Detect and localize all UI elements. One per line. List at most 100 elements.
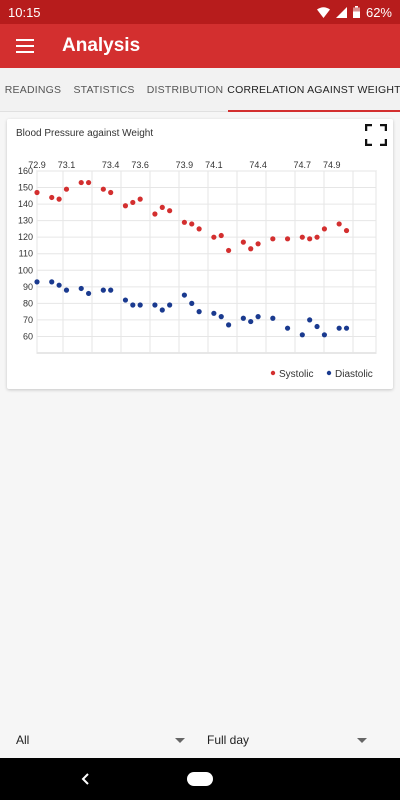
diastolic-point xyxy=(226,322,232,328)
systolic-point xyxy=(189,221,195,227)
diastolic-point xyxy=(130,302,136,308)
diastolic-point xyxy=(196,309,202,315)
systolic-point xyxy=(307,236,313,242)
systolic-point xyxy=(34,189,40,196)
legend-label-systolic: Systolic xyxy=(279,369,313,380)
systolic-point xyxy=(343,227,350,234)
systolic-point xyxy=(167,208,173,214)
diastolic-point xyxy=(307,317,313,323)
systolic-point xyxy=(100,186,106,192)
x-tick-label: 74.1 xyxy=(205,160,223,170)
systolic-point xyxy=(122,203,129,209)
systolic-point xyxy=(137,196,143,202)
systolic-point xyxy=(49,194,55,201)
systolic-point xyxy=(159,204,165,210)
x-tick-label: 72.9 xyxy=(28,160,46,170)
page-title: Analysis xyxy=(62,35,141,56)
systolic-point xyxy=(130,199,136,206)
diastolic-point xyxy=(85,290,92,297)
diastolic-point xyxy=(63,287,70,293)
systolic-point xyxy=(248,246,254,252)
plot-frame xyxy=(36,170,377,354)
diastolic-point xyxy=(336,325,342,331)
diastolic-point xyxy=(108,287,114,293)
diastolic-point xyxy=(78,285,84,292)
y-tick-label: 160 xyxy=(18,166,33,176)
systolic-point xyxy=(63,186,70,192)
diastolic-point xyxy=(248,318,254,325)
legend-marker-systolic xyxy=(270,370,276,376)
y-tick-label: 80 xyxy=(23,298,33,308)
diastolic-point xyxy=(137,302,143,308)
tab-bar: READINGS STATISTICS DISTRIBUTION CORRELA… xyxy=(0,68,400,112)
diastolic-point xyxy=(152,302,158,308)
systolic-point xyxy=(336,221,342,227)
y-tick-label: 90 xyxy=(23,282,33,292)
scatter-chart: 72.9 73.1 73.4 73.6 73.9 74.1 74.4 74.7 74.9 160 1… xyxy=(18,160,377,380)
tab-correlation-against-weight[interactable]: CORRELATION AGAINST WEIGHT xyxy=(227,68,400,112)
x-tick-label: 73.6 xyxy=(131,160,149,170)
diastolic-point xyxy=(122,297,129,303)
signal-icon xyxy=(335,6,347,18)
systolic-point xyxy=(226,247,232,254)
systolic-point xyxy=(181,219,187,225)
diastolic-point xyxy=(159,307,165,313)
systolic-point xyxy=(218,232,224,239)
tab-statistics[interactable]: STATISTICS xyxy=(73,83,135,96)
diastolic-point xyxy=(34,279,40,285)
time-of-day-select[interactable]: Full day xyxy=(191,722,400,758)
battery-level: 62% xyxy=(365,4,392,20)
diastolic-point xyxy=(211,310,217,316)
systolic-point xyxy=(152,211,158,217)
home-button[interactable] xyxy=(187,772,213,786)
y-tick-label: 100 xyxy=(18,265,33,275)
menu-button[interactable] xyxy=(0,24,50,68)
x-tick-label: 74.4 xyxy=(249,160,267,170)
diastolic-point xyxy=(255,314,261,320)
period-select[interactable]: All xyxy=(0,722,191,758)
diastolic-point xyxy=(56,282,62,288)
x-tick-label: 73.1 xyxy=(58,160,76,170)
diastolic-point xyxy=(49,279,55,285)
status-bar: 10:15 62% xyxy=(0,0,400,24)
y-tick-label: 120 xyxy=(18,232,33,242)
systolic-point xyxy=(56,196,62,202)
diastolic-point xyxy=(240,315,246,321)
status-icons: 62% xyxy=(316,4,392,20)
tab-readings[interactable]: READINGS xyxy=(4,83,62,96)
systolic-point xyxy=(108,189,114,196)
back-icon[interactable] xyxy=(78,769,94,789)
chart-title: Blood Pressure against Weight xyxy=(16,128,154,139)
systolic-point xyxy=(255,241,261,247)
diastolic-point xyxy=(270,315,276,321)
diastolic-point xyxy=(284,325,291,331)
systolic-point xyxy=(270,236,276,242)
diastolic-point xyxy=(343,325,350,331)
diastolic-point xyxy=(321,332,328,338)
y-tick-label: 150 xyxy=(18,183,33,193)
systolic-point xyxy=(321,226,328,232)
diastolic-point xyxy=(314,323,320,330)
y-tick-label: 130 xyxy=(18,216,33,226)
y-tick-label: 110 xyxy=(19,249,33,259)
systolic-point xyxy=(78,179,84,186)
diastolic-point xyxy=(189,300,195,306)
hamburger-menu-icon xyxy=(16,39,34,53)
legend-marker-diastolic xyxy=(326,370,332,376)
systolic-point xyxy=(284,236,291,242)
chart-card: Blood Pressure against Weight 72.9 73.1 73… xyxy=(7,119,393,389)
app-bar: Analysis xyxy=(0,24,400,68)
system-nav-bar xyxy=(0,758,400,800)
y-tick-label: 60 xyxy=(23,331,33,341)
diastolic-point xyxy=(218,314,224,320)
tab-distribution[interactable]: DISTRIBUTION xyxy=(146,83,224,96)
chevron-down-icon xyxy=(357,738,367,743)
diastolic-point xyxy=(100,287,106,293)
systolic-point xyxy=(85,179,92,186)
x-tick-label: 74.9 xyxy=(323,160,341,170)
fullscreen-icon[interactable] xyxy=(365,124,387,146)
x-tick-label: 73.9 xyxy=(176,160,194,170)
battery-icon xyxy=(352,6,360,18)
systolic-point xyxy=(299,234,305,240)
period-select-value: All xyxy=(16,733,30,747)
